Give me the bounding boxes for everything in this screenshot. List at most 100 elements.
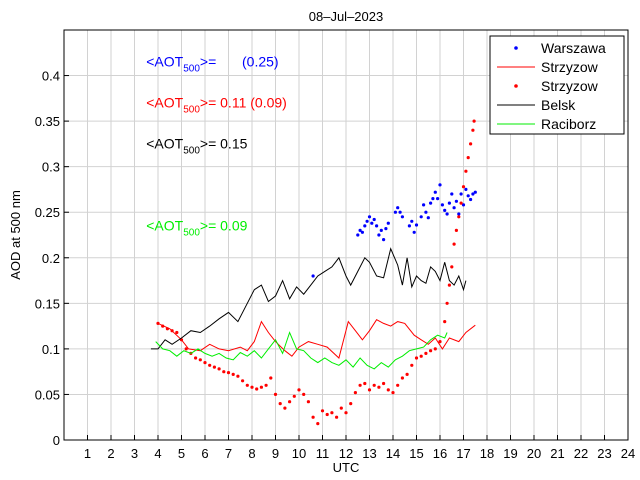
data-point xyxy=(370,221,374,225)
x-tick-label: 19 xyxy=(503,446,517,461)
data-point xyxy=(426,216,430,220)
x-tick-label: 24 xyxy=(621,446,635,461)
x-tick-label: 9 xyxy=(272,446,279,461)
x-tick-label: 17 xyxy=(456,446,470,461)
x-tick-label: 22 xyxy=(574,446,588,461)
data-point xyxy=(419,354,423,358)
data-point xyxy=(241,379,245,383)
x-tick-label: 11 xyxy=(316,446,330,461)
data-point xyxy=(466,194,470,198)
data-point xyxy=(273,392,278,396)
x-tick-label: 12 xyxy=(339,446,353,461)
data-point xyxy=(461,203,466,207)
y-tick-label: 0.2 xyxy=(42,251,60,266)
x-tick-label: 21 xyxy=(550,446,564,461)
data-point xyxy=(356,233,360,237)
series-strzyzow-line xyxy=(157,319,476,359)
data-point xyxy=(382,381,386,386)
data-point xyxy=(436,197,440,201)
series-line xyxy=(150,247,467,350)
data-point xyxy=(161,324,165,328)
data-point xyxy=(457,212,461,216)
x-tick-label: 10 xyxy=(292,446,306,461)
data-point xyxy=(372,217,376,222)
data-point xyxy=(454,228,458,232)
data-point xyxy=(208,363,212,367)
data-point xyxy=(306,400,310,404)
y-tick-label: 0.3 xyxy=(42,160,60,175)
data-point xyxy=(311,415,315,419)
data-point xyxy=(365,219,369,223)
aot-annotation-value: (0.25) xyxy=(242,53,279,69)
data-point xyxy=(414,223,419,227)
data-point xyxy=(302,392,306,396)
aot-annotation: <AOT500>= 0.09 xyxy=(146,217,247,238)
data-point xyxy=(457,215,461,219)
data-point xyxy=(382,238,386,242)
data-point xyxy=(447,283,451,287)
data-point xyxy=(363,381,367,386)
data-point xyxy=(349,402,353,406)
x-tick-label: 1 xyxy=(84,446,91,461)
data-point xyxy=(283,406,287,410)
data-point xyxy=(398,210,402,214)
data-point xyxy=(438,340,442,344)
x-tick-label: 20 xyxy=(527,446,541,461)
data-point xyxy=(375,224,379,228)
data-point xyxy=(466,156,470,160)
data-point xyxy=(471,192,475,196)
data-point xyxy=(407,224,411,228)
data-point xyxy=(377,385,381,389)
data-point xyxy=(386,221,390,225)
data-point xyxy=(384,227,388,231)
data-point xyxy=(335,415,339,419)
data-point xyxy=(156,321,160,325)
data-point xyxy=(459,192,463,196)
data-point xyxy=(339,406,343,410)
data-point xyxy=(410,219,414,223)
series-warszawa-dots xyxy=(311,183,477,278)
data-point xyxy=(269,376,273,380)
data-point xyxy=(386,388,390,392)
aot-annotation: <AOT500>= 0.15 xyxy=(146,135,247,156)
axis-ticks: 1 2 3 4 5 6 7 8 9 10 11 12 13 14 15 16 17 18 19 20 21 22 23 240… xyxy=(35,69,636,461)
data-point xyxy=(353,391,357,395)
y-tick-label: 0.35 xyxy=(35,114,60,129)
data-point xyxy=(231,372,235,376)
legend: Warszawa Strzyzow Strzyzow Belsk Raciborz xyxy=(489,35,625,135)
data-point xyxy=(325,412,329,417)
data-point xyxy=(372,383,376,387)
data-point xyxy=(194,356,198,360)
data-point xyxy=(414,356,419,360)
x-tick-label: 15 xyxy=(409,446,423,461)
data-point xyxy=(316,422,320,426)
data-point xyxy=(445,212,449,216)
data-point xyxy=(424,351,428,355)
chart-title: 08–Jul–2023 xyxy=(309,9,383,24)
x-tick-label: 23 xyxy=(597,446,611,461)
data-point xyxy=(278,402,282,406)
x-tick-label: 2 xyxy=(107,446,114,461)
data-point xyxy=(264,383,268,387)
series-strzyzow-dots xyxy=(156,119,476,426)
data-point xyxy=(222,370,226,374)
data-point xyxy=(396,206,400,210)
data-point xyxy=(400,376,404,380)
legend-box xyxy=(489,35,625,135)
data-point xyxy=(259,385,263,389)
data-point xyxy=(175,330,179,335)
data-point xyxy=(464,169,468,173)
data-point xyxy=(471,128,475,132)
data-point xyxy=(363,224,367,228)
data-point xyxy=(433,190,437,194)
data-point xyxy=(292,394,296,398)
data-point xyxy=(473,190,477,194)
data-point xyxy=(452,242,456,246)
data-point xyxy=(170,329,174,333)
data-point xyxy=(445,301,449,305)
data-point xyxy=(379,228,383,232)
data-point xyxy=(438,183,442,187)
legend-swatch-dot xyxy=(514,84,518,88)
data-point xyxy=(459,201,463,205)
data-point xyxy=(358,228,362,232)
